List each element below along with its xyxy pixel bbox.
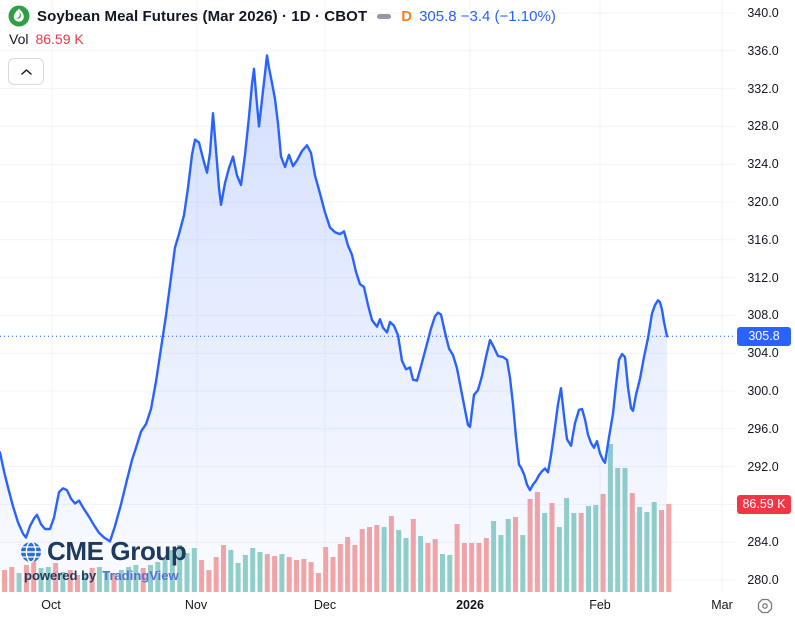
volume-legend: Vol 86.59 K xyxy=(9,31,84,47)
ohlc-toggle-pill-icon[interactable] xyxy=(377,13,392,19)
price-tick-label: 332.0 xyxy=(747,81,779,96)
tradingview-link[interactable]: TradingView xyxy=(102,568,179,583)
collapse-legend-button[interactable] xyxy=(8,58,44,85)
price-tick-label: 324.0 xyxy=(747,157,779,172)
price-chart-canvas[interactable] xyxy=(0,0,735,592)
powered-by-text: powered by xyxy=(24,568,97,583)
price-tick-label: 300.0 xyxy=(747,384,779,398)
price-tick-label: 304.0 xyxy=(747,346,779,361)
chart-legend: Soybean Meal Futures (Mar 2026) · 1D · C… xyxy=(8,5,556,27)
volume-value: 86.59 K xyxy=(35,31,84,47)
price-tick-label: 320.0 xyxy=(747,195,779,209)
price-tick-label: 336.0 xyxy=(747,43,779,58)
last-price-badge: 305.8 xyxy=(737,326,791,346)
price-tick-label: 308.0 xyxy=(747,308,779,323)
globe-icon xyxy=(21,540,41,563)
symbol-title[interactable]: Soybean Meal Futures (Mar 2026) · 1D · C… xyxy=(37,7,368,25)
time-tick-label: 2026 xyxy=(456,598,484,612)
cme-group-logo[interactable]: CME Group powered by TradingView xyxy=(20,536,187,583)
volume-label: Vol xyxy=(9,31,29,47)
time-tick-label: Oct xyxy=(41,598,61,612)
price-tick-label: 316.0 xyxy=(747,232,779,247)
price-tick-label: 280.0 xyxy=(747,573,779,587)
price-tick-label: 296.0 xyxy=(747,421,779,436)
time-tick-label: Mar xyxy=(711,598,733,612)
cme-logo-text: CME Group xyxy=(47,536,187,566)
time-axis[interactable]: Oct Nov Dec 2026 Feb Mar xyxy=(0,592,795,618)
price-tick-label: 284.0 xyxy=(747,535,779,550)
time-axis-settings-icon[interactable] xyxy=(756,597,774,615)
price-axis[interactable]: 305.8 86.59 K 340.0 336.0 332.0 328.0 324.0 3… xyxy=(735,0,795,592)
current-volume-badge: 86.59 K xyxy=(737,494,791,514)
price-tick-label: 292.0 xyxy=(747,459,779,474)
price-tick-label: 328.0 xyxy=(747,119,779,134)
price-tick-label: 312.0 xyxy=(747,270,779,285)
delayed-data-marker: D xyxy=(401,7,413,25)
last-price-and-change: 305.8 −3.4 (−1.10%) xyxy=(419,7,556,25)
price-tick-label: 340.0 xyxy=(747,6,779,20)
chevron-up-icon xyxy=(20,68,32,75)
time-tick-label: Feb xyxy=(589,598,611,612)
time-tick-label: Nov xyxy=(184,598,208,612)
time-tick-label: Dec xyxy=(313,598,337,612)
soybean-symbol-icon xyxy=(8,5,30,27)
